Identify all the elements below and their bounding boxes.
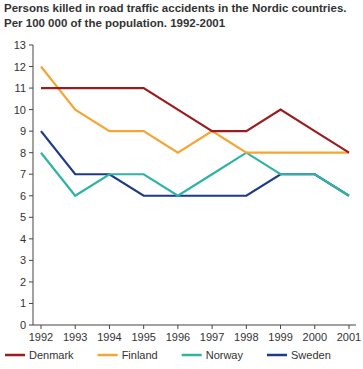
x-tick xyxy=(314,325,315,329)
y-tick xyxy=(29,281,33,282)
x-tick-label: 2000 xyxy=(303,331,327,343)
y-tick xyxy=(29,303,33,304)
title: Persons killed in road traffic accidents… xyxy=(4,2,347,29)
x-tick-label: 1992 xyxy=(29,331,53,343)
y-tick xyxy=(29,131,33,132)
x-tick xyxy=(177,325,178,329)
y-tick-label: 11 xyxy=(15,82,26,94)
y-tick-label: 4 xyxy=(20,233,26,245)
y-tick-label: 2 xyxy=(20,276,26,288)
y-tick xyxy=(29,325,33,326)
y-tick xyxy=(29,45,33,46)
y-tick-label: 7 xyxy=(20,168,26,180)
y-tick-label: 13 xyxy=(14,39,26,51)
y-axis xyxy=(33,45,34,325)
y-tick-label: 8 xyxy=(20,147,26,159)
x-tick xyxy=(280,325,281,329)
y-tick xyxy=(29,260,33,261)
y-tick xyxy=(29,238,33,239)
y-tick-label: 9 xyxy=(20,125,26,137)
legend-label: Sweden xyxy=(291,349,331,361)
y-tick xyxy=(29,217,33,218)
y-tick xyxy=(29,88,33,89)
title-group: Persons killed in road traffic accidents… xyxy=(4,2,347,29)
x-tick xyxy=(109,325,110,329)
x-tick-label: 1994 xyxy=(97,331,121,343)
legend-label: Denmark xyxy=(29,349,74,361)
y-tick-label: 0 xyxy=(20,319,26,331)
y-tick xyxy=(29,195,33,196)
y-tick-label: 6 xyxy=(20,190,26,202)
legend-label: Finland xyxy=(122,349,158,361)
chart: Persons killed in road traffic accidents… xyxy=(0,0,363,369)
x-tick-label: 1995 xyxy=(131,331,155,343)
legend-swatch xyxy=(5,354,25,357)
x-tick xyxy=(75,325,76,329)
y-tick-label: 12 xyxy=(14,61,26,73)
x-axis xyxy=(33,325,356,326)
y-tick-label: 3 xyxy=(20,254,26,266)
legend: Denmark Finland Norway Sweden xyxy=(5,349,331,361)
x-tick-label: 1996 xyxy=(166,331,190,343)
x-tick-label: 1998 xyxy=(234,331,258,343)
x-tick-label: 2001 xyxy=(337,331,361,343)
x-tick-label: 1997 xyxy=(200,331,224,343)
y-tick xyxy=(29,174,33,175)
series-line xyxy=(41,88,349,153)
x-tick xyxy=(41,325,42,329)
chart-container: Persons killed in road traffic accidents… xyxy=(0,0,363,369)
x-tick xyxy=(349,325,350,329)
legend-swatch xyxy=(267,354,287,357)
series-line xyxy=(41,67,349,153)
y-tick-label: 10 xyxy=(14,104,26,116)
y-tick xyxy=(29,66,33,67)
legend-swatch xyxy=(182,354,202,357)
x-tick xyxy=(143,325,144,329)
y-tick-label: 1 xyxy=(20,297,26,309)
series-line xyxy=(41,153,349,196)
legend-label: Norway xyxy=(206,349,244,361)
x-tick xyxy=(212,325,213,329)
y-tick xyxy=(29,109,33,110)
x-tick-label: 1999 xyxy=(268,331,292,343)
y-tick-label: 5 xyxy=(20,211,26,223)
legend-swatch xyxy=(98,354,118,357)
x-tick xyxy=(246,325,247,329)
plot-area xyxy=(41,67,349,196)
y-tick xyxy=(29,152,33,153)
x-tick-label: 1993 xyxy=(63,331,87,343)
